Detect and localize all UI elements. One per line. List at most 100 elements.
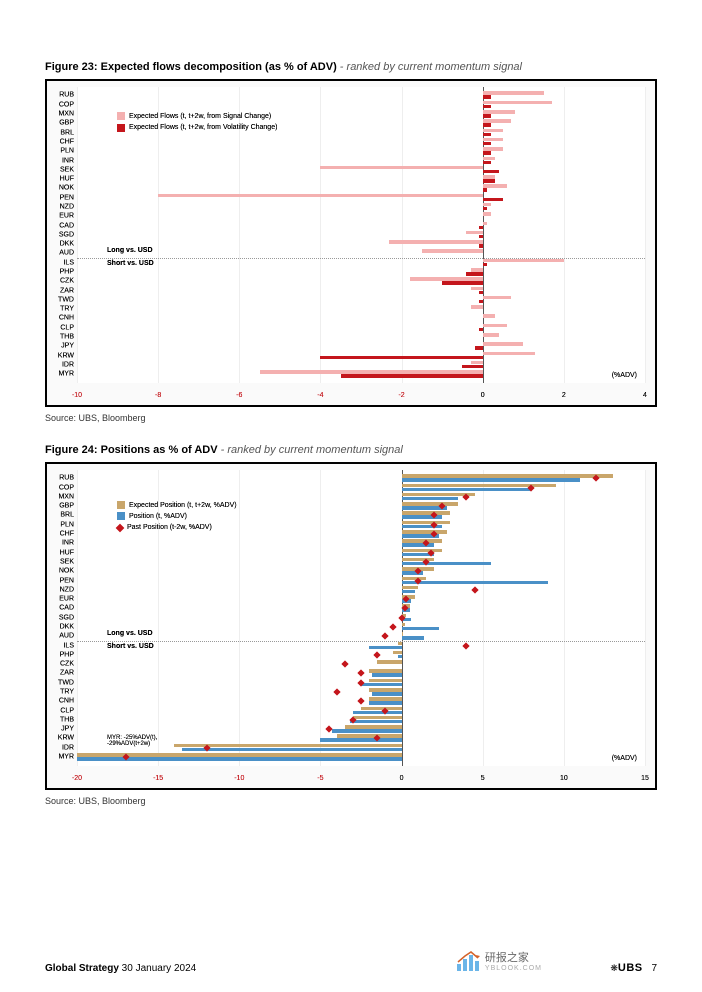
bar-signal-change: [483, 203, 491, 207]
figure23-title-strong: Figure 23: Expected flows decomposition …: [45, 61, 337, 73]
xtick-label: -8: [155, 392, 161, 399]
bar-signal-change: [483, 259, 564, 263]
bar-expected-position: [369, 669, 401, 673]
xtick-label: -20: [72, 775, 82, 782]
ylabel: EUR: [59, 213, 77, 220]
bar-expected-position: [402, 502, 459, 506]
bar-volatility-change: [483, 151, 491, 155]
page-number: 7: [651, 963, 657, 974]
ylabel: ILS: [63, 642, 77, 649]
xtick-label: -4: [317, 392, 323, 399]
bar-volatility-change: [341, 374, 483, 378]
ylabel: BRL: [60, 512, 77, 519]
bar-signal-change: [483, 157, 495, 161]
bar-position: [402, 488, 532, 492]
bar-signal-change: [466, 231, 482, 235]
bar-position: [182, 748, 401, 752]
adv-label: (%ADV): [612, 372, 637, 379]
xtick-label: 15: [641, 775, 649, 782]
bar-signal-change: [483, 175, 495, 179]
page-footer: Global Strategy 30 January 2024 ❋UBS 7: [45, 962, 657, 974]
bar-signal-change: [483, 138, 503, 142]
bar-volatility-change: [483, 114, 491, 118]
bar-position: [402, 497, 459, 501]
xtick-label: 2: [562, 392, 566, 399]
ylabel: THB: [60, 334, 77, 341]
bar-expected-position: [398, 642, 401, 646]
ylabel: CZK: [60, 278, 77, 285]
bar-volatility-change: [483, 188, 487, 192]
ylabel: CAD: [59, 222, 77, 229]
marker-past-position: [463, 642, 470, 649]
bar-signal-change: [483, 352, 536, 356]
bar-position: [361, 683, 402, 687]
ylabel: SGD: [59, 231, 77, 238]
ylabel: HUF: [60, 549, 77, 556]
figure24-title-strong: Figure 24: Positions as % of ADV: [45, 444, 218, 456]
ylabel: IDR: [62, 744, 77, 751]
ylabel: DKK: [60, 623, 77, 630]
bar-volatility-change: [466, 272, 482, 276]
bar-expected-position: [402, 511, 451, 515]
bar-signal-change: [471, 361, 483, 365]
myr-note: MYR: -25%ADV(t), -29%ADV(t+2w): [107, 735, 177, 748]
xtick-label: -10: [72, 392, 82, 399]
bar-volatility-change: [479, 226, 483, 230]
bar-volatility-change: [483, 179, 495, 183]
xtick-label: 0: [481, 392, 485, 399]
xtick-label: -15: [153, 775, 163, 782]
bar-expected-position: [402, 521, 451, 525]
ylabel: CNH: [59, 698, 77, 705]
ylabel: MYR: [58, 371, 77, 378]
bar-expected-position: [377, 660, 401, 664]
ylabel: GBP: [59, 503, 77, 510]
bar-position: [402, 581, 548, 585]
ylabel: PEN: [60, 194, 77, 201]
bar-signal-change: [483, 342, 524, 346]
ylabel: ZAR: [60, 670, 77, 677]
bar-signal-change: [483, 147, 503, 151]
bar-position: [332, 729, 402, 733]
ylabel: COP: [59, 101, 77, 108]
ylabel: NOK: [59, 568, 77, 575]
marker-past-position: [341, 661, 348, 668]
bar-signal-change: [483, 91, 544, 95]
bar-signal-change: [320, 166, 482, 170]
bar-signal-change: [483, 324, 507, 328]
ylabel: HUF: [60, 176, 77, 183]
bar-volatility-change: [483, 198, 503, 202]
bar-volatility-change: [483, 161, 491, 165]
bar-volatility-change: [320, 356, 482, 360]
ylabel: PHP: [60, 651, 77, 658]
ylabel: RUB: [59, 475, 77, 482]
ylabel: ILS: [63, 259, 77, 266]
figure23-title-subcaption: - ranked by current momentum signal: [337, 61, 522, 73]
ylabel: AUD: [59, 633, 77, 640]
figure23-title: Figure 23: Expected flows decomposition …: [45, 60, 657, 75]
bar-signal-change: [483, 184, 507, 188]
ylabel: TRY: [60, 306, 77, 313]
bar-signal-change: [422, 249, 483, 253]
bar-signal-change: [483, 110, 515, 114]
xtick-label: 10: [560, 775, 568, 782]
watermark-text: 研报之家: [485, 949, 542, 965]
bar-position: [353, 711, 402, 715]
footer-title: Global Strategy: [45, 963, 119, 974]
bar-expected-position: [337, 734, 402, 738]
xtick-label: -5: [317, 775, 323, 782]
xtick-label: 5: [481, 775, 485, 782]
figure23-chart: -10-8-6-4-2024RUBCOPMXNGBPBRLCHFPLNINRSE…: [45, 79, 657, 407]
figure24-source: Source: UBS, Bloomberg: [45, 796, 657, 806]
bar-volatility-change: [479, 328, 483, 332]
bar-expected-position: [402, 577, 426, 581]
bar-signal-change: [260, 370, 483, 374]
marker-past-position: [382, 633, 389, 640]
ylabel: NOK: [59, 185, 77, 192]
bar-signal-change: [483, 212, 491, 216]
bar-position: [320, 738, 401, 742]
ylabel: MXN: [58, 493, 77, 500]
bar-expected-position: [402, 623, 405, 627]
bar-expected-position: [402, 549, 443, 553]
bar-signal-change: [410, 277, 483, 281]
bar-position: [402, 562, 491, 566]
